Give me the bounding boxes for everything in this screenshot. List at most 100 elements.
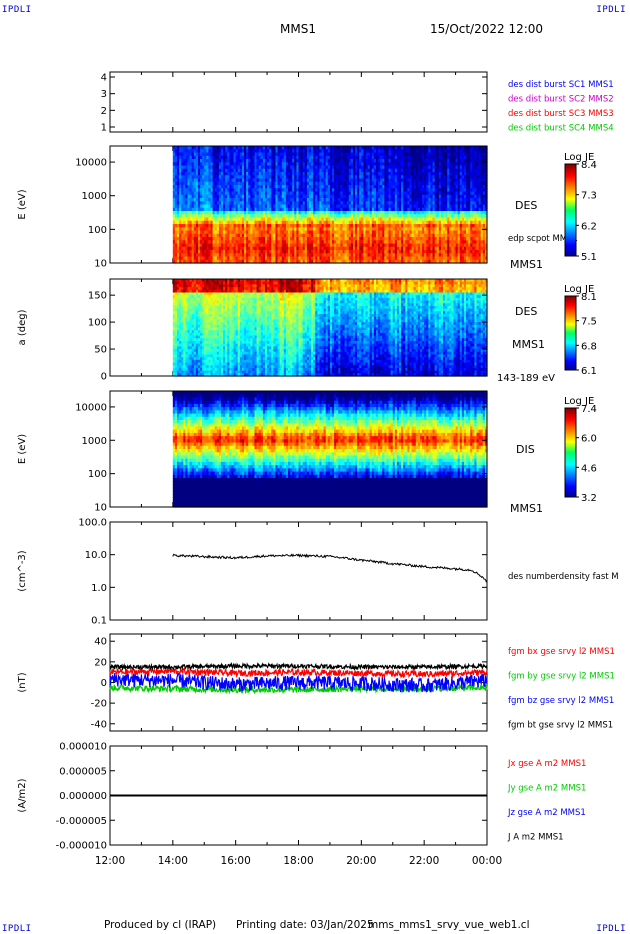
spectrogram-cell (340, 227, 344, 232)
spectrogram-cell (440, 201, 444, 206)
spectrogram-cell (279, 181, 283, 186)
spectrogram-cell (419, 237, 423, 241)
spectrogram-cell (225, 201, 228, 206)
spectrogram-cell (440, 227, 444, 232)
spectrogram-cell (277, 194, 281, 199)
spectrogram-cell (440, 162, 444, 167)
spectrogram-cell (260, 172, 264, 176)
spectrogram-cell (235, 233, 239, 238)
spectrogram-cell (296, 224, 300, 228)
spectrogram-cell (413, 178, 417, 183)
spectrogram-cell (338, 146, 341, 150)
spectrogram-cell (252, 178, 256, 183)
spectrogram-cell (275, 220, 279, 225)
spectrogram-cell (419, 162, 423, 167)
spectrogram-cell (187, 246, 191, 251)
spectrogram-cell (187, 201, 191, 206)
spectrogram-cell (172, 246, 176, 251)
spectrogram-cell (365, 217, 369, 222)
spectrogram-cell (394, 211, 398, 215)
spectrogram-cell (260, 243, 264, 248)
spectrogram-cell (415, 152, 419, 157)
spectrogram-cell (375, 217, 379, 222)
spectrogram-cell (241, 188, 245, 193)
spectrogram-cell (281, 162, 285, 167)
spectrogram-cell (237, 146, 241, 150)
spectrogram-cell (394, 155, 398, 160)
spectrogram-cell (440, 233, 444, 238)
spectrogram-cell (279, 243, 283, 248)
spectrogram-cell (177, 237, 180, 241)
spectrogram-cell (340, 220, 344, 225)
spectrogram-cell (191, 253, 195, 258)
spectrogram-cell (375, 165, 379, 170)
spectrogram-cell (288, 227, 291, 232)
spectrogram-cell (193, 246, 197, 251)
spectrogram-cell (417, 240, 421, 245)
spectrogram-cell (382, 146, 385, 150)
spectrogram-cell (204, 256, 207, 261)
spectrogram-cell (202, 188, 205, 193)
spectrogram-cell (407, 198, 411, 202)
spectrogram-cell (340, 233, 344, 238)
spectrogram-cell (300, 146, 304, 150)
spectrogram-cell (336, 185, 339, 189)
spectrogram-cell (172, 220, 176, 225)
spectrogram-cell (260, 214, 264, 219)
spectrogram-cell (283, 146, 287, 150)
spectrogram-cell (179, 243, 182, 248)
spectrogram-cell (202, 172, 205, 176)
spectrogram-cell (277, 198, 281, 202)
spectrogram-cell (369, 259, 373, 264)
spectrogram-cell (384, 149, 388, 154)
spectrogram-cell (237, 152, 241, 157)
spectrogram-cell (193, 175, 197, 180)
spectrogram-cell (346, 230, 350, 235)
spectrogram-cell (315, 246, 318, 251)
spectrogram-cell (365, 240, 369, 245)
spectrogram-cell (181, 152, 184, 157)
spectrogram-cell (281, 165, 285, 170)
spectrogram-cell (260, 259, 264, 264)
spectrogram-cell (214, 250, 218, 254)
spectrogram-cell (283, 211, 287, 215)
spectrogram-cell (403, 198, 406, 202)
spectrogram-cell (225, 194, 228, 199)
spectrogram-cell (334, 149, 337, 154)
spectrogram-cell (246, 194, 249, 199)
spectrogram-cell (244, 159, 247, 163)
spectrogram-cell (271, 246, 274, 251)
spectrogram-cell (200, 178, 203, 183)
spectrogram-cell (409, 220, 413, 225)
spectrogram-cell (384, 181, 388, 186)
spectrogram-cell (191, 191, 195, 196)
spectrogram-cell (269, 194, 272, 199)
spectrogram-cell (185, 146, 189, 150)
spectrogram-cell (363, 246, 367, 251)
spectrogram-cell (221, 191, 224, 196)
spectrogram-cell (327, 159, 331, 163)
spectrogram-cell (302, 165, 306, 170)
spectrogram-cell (256, 149, 260, 154)
spectrogram-cell (311, 198, 314, 202)
spectrogram-cell (271, 237, 274, 241)
spectrogram-cell (399, 243, 402, 248)
spectrogram-cell (344, 256, 348, 261)
spectrogram-cell (378, 250, 381, 254)
spectrogram-cell (193, 165, 197, 170)
spectrogram-cell (181, 146, 184, 150)
spectrogram-cell (179, 256, 182, 261)
spectrogram-cell (229, 211, 233, 215)
corner-label-bottom-left: IPDLI (2, 924, 32, 934)
spectrogram-cell (436, 168, 440, 173)
spectrogram-cell (390, 168, 394, 173)
spectrogram-cell (375, 214, 379, 219)
spectrogram-cell (223, 194, 226, 199)
spectrogram-cell (348, 227, 352, 232)
spectrogram-cell (426, 237, 429, 241)
spectrogram-cell (269, 188, 272, 193)
spectrogram-cell (296, 204, 300, 209)
spectrogram-cell (323, 152, 327, 157)
spectrogram-cell (237, 185, 241, 189)
spectrogram-cell (208, 250, 212, 254)
